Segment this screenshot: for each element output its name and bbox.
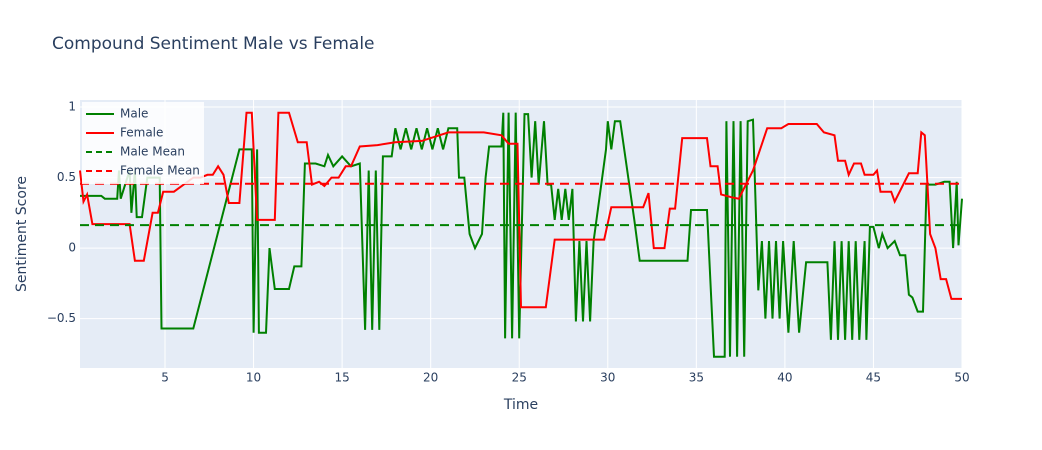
legend-label: Female Mean <box>120 164 200 178</box>
legend-box <box>82 102 204 184</box>
x-tick-label: 25 <box>512 371 527 385</box>
lines <box>79 111 963 358</box>
x-tick-label: 50 <box>954 371 969 385</box>
x-tick-label: 40 <box>777 371 792 385</box>
y-tick-label: 1 <box>68 100 76 114</box>
legend-label: Female <box>120 126 163 140</box>
series-line <box>80 112 963 358</box>
x-tick-label: 15 <box>334 371 349 385</box>
x-tick-label: 10 <box>246 371 261 385</box>
series-line <box>79 111 962 309</box>
y-axis-title: Sentiment Score <box>14 176 30 292</box>
legend-label: Male <box>120 107 148 121</box>
y-tick-label: 0.5 <box>57 170 76 184</box>
legend: Male Female Male Mean Female Mean <box>82 102 204 184</box>
x-tick-label: 45 <box>866 371 881 385</box>
y-tick-label: 0 <box>68 241 76 255</box>
x-axis-title: Time <box>503 397 538 413</box>
grid <box>80 100 963 368</box>
x-tick-label: 30 <box>600 371 615 385</box>
x-tick-label: 35 <box>689 371 704 385</box>
legend-label: Male Mean <box>120 145 185 159</box>
x-tick-label: 20 <box>423 371 438 385</box>
x-tick-label: 5 <box>161 371 169 385</box>
y-tick-label: −0.5 <box>47 311 76 325</box>
chart-title: Compound Sentiment Male vs Female <box>52 34 375 54</box>
